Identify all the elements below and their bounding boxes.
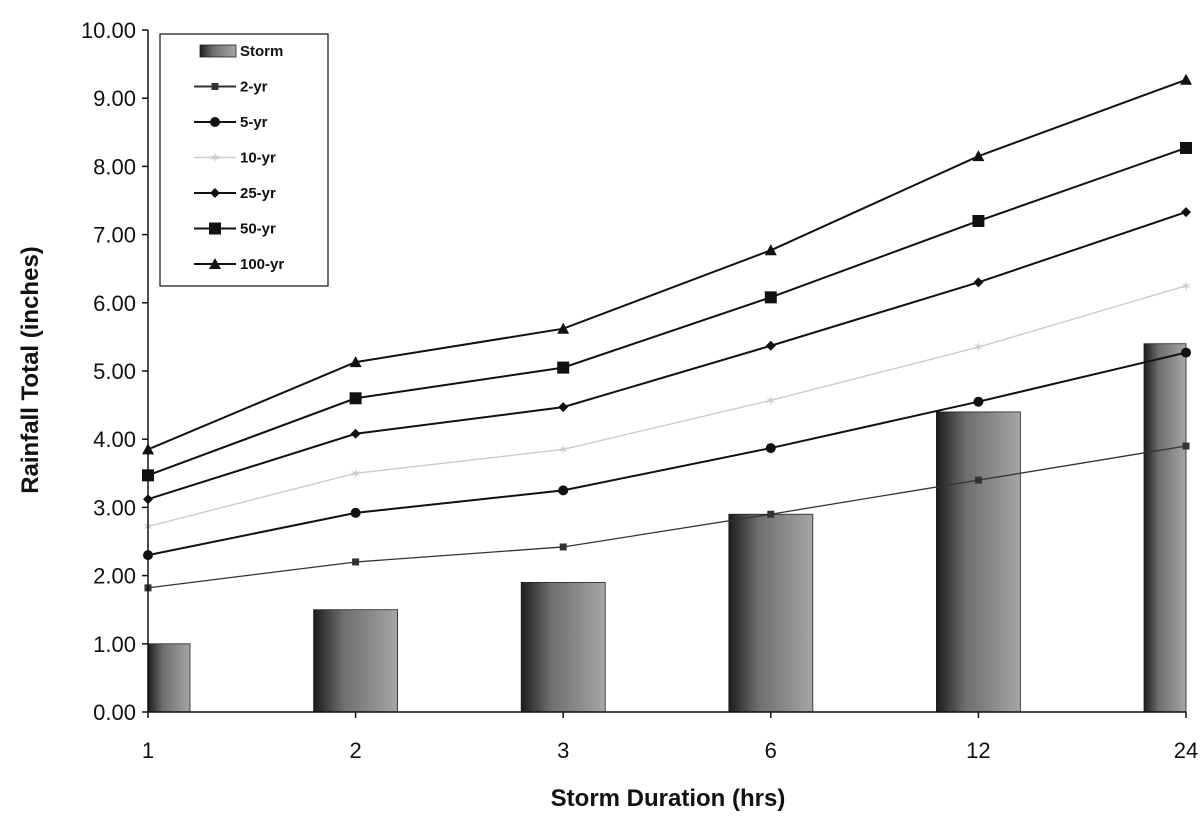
- y-tick-label: 6.00: [93, 291, 136, 316]
- storm-bar: [520, 582, 606, 713]
- series-marker: [559, 543, 567, 551]
- y-tick-label: 10.00: [81, 18, 136, 43]
- x-tick-label: 1: [142, 738, 154, 763]
- storm-bar: [728, 513, 814, 713]
- x-tick-label: 2: [349, 738, 361, 763]
- series-marker: [349, 356, 362, 368]
- legend-swatch-marker: [210, 188, 220, 198]
- series-line: [147, 147, 1187, 477]
- x-tick-label: 6: [765, 738, 777, 763]
- series-line: [147, 285, 1187, 528]
- legend-label: 5-yr: [240, 114, 268, 131]
- storm-bar: [147, 643, 191, 713]
- axes: 0.00 1.00 2.00 3.00 4.00 5.00 6.00 7.00 8.00 9.00…: [81, 18, 1198, 763]
- y-tick-label: 1.00: [93, 632, 136, 657]
- series-marker: [1182, 442, 1190, 450]
- series-marker: [974, 476, 982, 484]
- legend-label: 10-yr: [240, 150, 276, 167]
- series-marker: [350, 507, 361, 518]
- series-marker: [349, 392, 362, 405]
- y-tick-label: 8.00: [93, 154, 136, 179]
- legend-label: 2-yr: [240, 79, 268, 96]
- legend-label: 50-yr: [240, 221, 276, 238]
- series-marker: ✶: [557, 442, 569, 458]
- legend-swatch-marker: [210, 117, 220, 127]
- series-marker: [558, 402, 569, 413]
- series-marker: ✶: [350, 466, 362, 482]
- x-tick-label: 12: [966, 738, 990, 763]
- y-tick-label: 2.00: [93, 564, 136, 589]
- series-marker: [767, 510, 775, 518]
- legend-box: [159, 33, 329, 287]
- legend-swatch-storm: [199, 44, 237, 58]
- storm-bar: [936, 411, 1021, 713]
- legend-swatch-marker: [209, 258, 221, 269]
- legend-swatch-marker: ✶: [209, 151, 221, 167]
- series-marker: [764, 291, 777, 304]
- series-line: [147, 445, 1187, 589]
- y-tick-label: 4.00: [93, 427, 136, 452]
- x-tick-label: 3: [557, 738, 569, 763]
- x-axis-title: Storm Duration (hrs): [551, 785, 786, 812]
- legend-label: 100-yr: [240, 256, 284, 273]
- series-marker: [973, 396, 984, 407]
- y-axis-title: Rainfall Total (inches): [17, 246, 44, 494]
- legend: Storm 2-yr 5-yr ✶ 10-yr 25-yr 50-yr 100-yr: [159, 33, 329, 287]
- x-tick-label: 24: [1174, 738, 1198, 763]
- series-marker: [972, 150, 985, 162]
- series-marker: ✶: [1180, 279, 1192, 295]
- series-marker: [765, 443, 776, 454]
- legend-label: Storm: [240, 43, 283, 60]
- y-tick-label: 9.00: [93, 86, 136, 111]
- legend-swatch-marker: [211, 83, 219, 90]
- y-tick-label: 0.00: [93, 700, 136, 725]
- series-marker: ✶: [765, 393, 777, 409]
- series-marker: [557, 322, 570, 334]
- storm-bars: [147, 343, 1187, 713]
- y-tick-label: 7.00: [93, 223, 136, 248]
- series-marker: [1180, 73, 1192, 85]
- storm-bar: [1143, 343, 1187, 713]
- series-marker: ✶: [973, 340, 985, 356]
- series-line: [147, 78, 1187, 451]
- y-tick-label: 5.00: [93, 359, 136, 384]
- series-marker: [557, 361, 570, 374]
- series-marker: [764, 244, 777, 256]
- series-marker: [972, 214, 985, 227]
- series-marker: [1181, 207, 1191, 218]
- series-line: [147, 211, 1187, 501]
- series-marker: [352, 558, 360, 566]
- series-marker: [973, 277, 984, 288]
- legend-swatch-marker: [209, 222, 221, 235]
- return-period-lines: ✶ ✶ ✶ ✶ ✶ ✶: [142, 73, 1192, 592]
- series-marker: [765, 340, 776, 351]
- series-marker: [558, 485, 569, 496]
- series-marker: [350, 428, 361, 439]
- legend-label: 25-yr: [240, 185, 276, 202]
- series-marker: [1180, 141, 1192, 154]
- series-marker: [1181, 347, 1191, 358]
- series-line: [147, 351, 1187, 557]
- y-tick-label: 3.00: [93, 495, 136, 520]
- storm-bar: [313, 609, 399, 713]
